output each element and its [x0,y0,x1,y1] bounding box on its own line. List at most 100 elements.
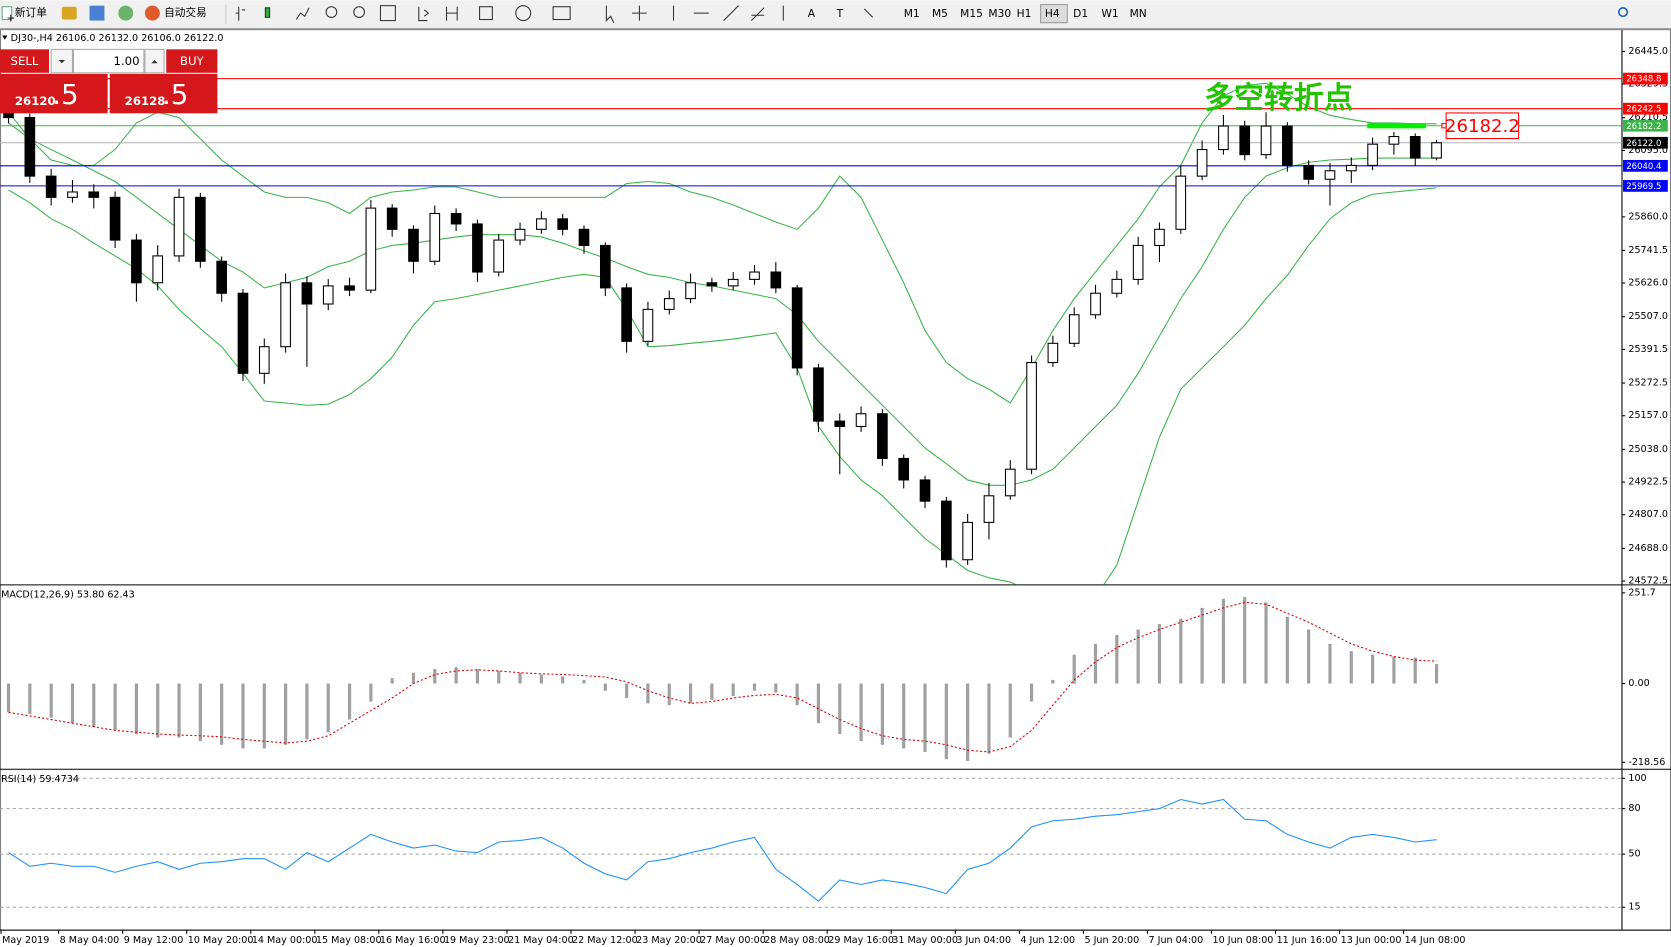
lot-input[interactable] [72,48,145,74]
candle-body [706,282,718,287]
channel-button[interactable] [750,7,765,21]
cursor-button[interactable] [605,5,615,23]
arrows-button[interactable] [863,8,874,18]
y-tick-label: 25272.5 [1628,378,1668,389]
sell-pips: .5 [52,78,78,111]
macd-bar [1413,657,1417,684]
timeframe-button[interactable]: H4 [1045,7,1060,20]
level-price-box [1623,102,1668,115]
macd-bar [390,678,394,684]
macd-bar [603,683,607,691]
indicators-button[interactable] [479,6,493,21]
trendline-button[interactable] [723,5,739,21]
macd-bar [688,683,693,704]
timeframe-button[interactable]: M30 [988,7,1011,20]
scroll-button[interactable] [418,6,430,22]
candle-body [280,282,291,348]
timeframe-button[interactable]: D1 [1073,7,1088,20]
macd-bar [1115,634,1119,684]
candle-body [663,298,675,310]
callout-anchor [1441,123,1447,129]
macd-bar [134,683,139,734]
x-tick-label: 23 May 20:00 [636,935,702,946]
macd-bar [1221,598,1226,684]
new-order-button[interactable]: + 新订单 [1,6,47,24]
active-timeframe[interactable] [1040,4,1068,24]
y-tick-label: 0.00 [1628,678,1649,689]
zoom-out-button[interactable] [353,6,365,18]
candle-body [472,223,483,273]
candle-body [1367,143,1378,166]
x-tick-label: 10 May 20:00 [188,935,254,946]
label-tool[interactable]: T [836,7,844,20]
timeframe-button[interactable]: M5 [932,7,948,20]
x-tick-label: 19 May 23:00 [444,935,510,946]
level-price-label: 26040.4 [1626,162,1661,172]
macd-bar [774,683,778,693]
level-price-box [1623,159,1668,172]
candle-body [493,239,505,273]
sell-price-box[interactable] [0,73,108,114]
macd-bar [987,683,991,754]
candle-body [983,495,995,523]
x-tick-label: May 2019 [2,935,49,946]
x-tick-label: 10 Jun 08:00 [1213,935,1274,946]
icon-button[interactable] [61,6,77,20]
macd-bar [838,683,842,734]
sell-button[interactable] [0,49,50,73]
bar-chart-button[interactable] [235,6,246,21]
candles-button[interactable] [264,7,271,18]
candle-body [941,500,952,561]
icon-button[interactable] [118,5,134,21]
y-tick-label: 50 [1628,849,1640,860]
text-tool[interactable]: A [808,7,816,20]
candle-body [88,191,100,198]
icon-button[interactable] [89,5,105,21]
line-chart-button[interactable] [295,7,310,20]
templates-button[interactable] [552,6,571,21]
chart-frame [0,29,1671,931]
icon [144,5,160,21]
x-tick-label: 14 Jun 08:00 [1405,935,1466,946]
timeframe-button[interactable]: W1 [1101,7,1118,20]
bollinger-upper [8,82,1437,404]
macd-bar [1328,643,1332,684]
timeframe-button[interactable]: M1 [904,7,920,20]
buy-button[interactable] [166,49,218,73]
crosshair-button[interactable] [631,5,647,21]
y-tick-label: 24688.0 [1628,543,1668,554]
macd-bar [156,683,160,738]
shift-button[interactable] [445,6,458,21]
candle-body [1154,228,1165,246]
candle-body [621,287,632,342]
candle-body [67,191,78,198]
x-tick-label: 21 May 04:00 [508,935,574,946]
tile-button[interactable] [379,5,396,22]
zoom-in-button[interactable] [325,6,338,18]
candle-body [919,479,931,502]
periods-button[interactable] [515,5,532,22]
macd-bar [220,683,224,745]
macd-bar [1029,683,1034,702]
y-tick-label: 25741.5 [1628,245,1668,256]
rsi-line [8,798,1437,902]
macd-bar [1307,629,1311,684]
y-tick-label: 25507.0 [1628,311,1668,322]
macd-bar [70,683,75,724]
macd-bar [198,683,202,742]
plot [6,597,1439,762]
y-tick-label: 25860.0 [1628,211,1668,222]
buy-price-box[interactable] [109,73,218,114]
search-button[interactable] [1617,6,1629,18]
macd-bar [539,674,543,684]
timeframe-button[interactable]: M15 [960,7,983,20]
timeframe-button[interactable]: MN [1130,7,1147,20]
timeframe-button[interactable]: H1 [1017,7,1032,20]
macd-bar [710,683,714,700]
buy-label: BUY [180,54,205,68]
x-tick-label: 5 Jun 20:00 [1084,935,1139,946]
macd-bar [1285,616,1289,684]
auto-trading-button[interactable]: 自动交易 [144,5,207,21]
candle-body [386,207,398,230]
